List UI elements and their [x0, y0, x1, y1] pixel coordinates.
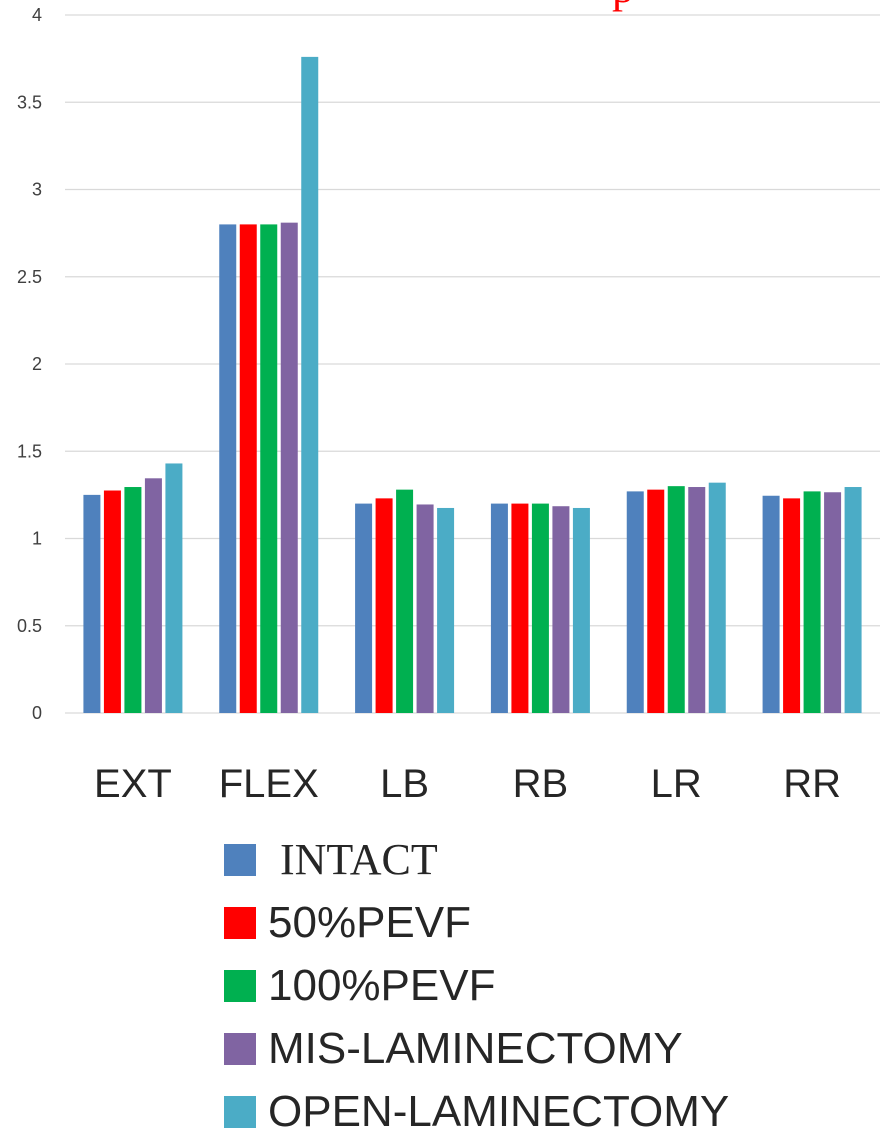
legend-label: 50%PEVF [268, 898, 471, 947]
bar [824, 492, 842, 713]
bar [803, 491, 821, 713]
legend-swatch [224, 1096, 256, 1128]
y-tick-label: 2 [32, 354, 42, 374]
bar [490, 503, 508, 713]
x-category-label: RR [783, 762, 841, 806]
bar [301, 56, 319, 713]
bar [396, 489, 414, 713]
y-tick-label: 2.5 [17, 267, 42, 287]
bar [626, 491, 644, 713]
bar [83, 494, 101, 713]
legend-swatch [224, 1033, 256, 1065]
bar [239, 224, 257, 713]
bar [103, 490, 121, 713]
bar [260, 224, 278, 713]
bar [219, 224, 237, 713]
bar [416, 504, 434, 713]
bars [83, 56, 862, 713]
x-axis-categories: EXT FLEX LB RB LR RR [94, 762, 841, 806]
y-tick-label: 1.5 [17, 441, 42, 461]
y-tick-label: 1 [32, 529, 42, 549]
x-category-label: FLEX [219, 762, 319, 806]
x-category-label: LR [651, 762, 702, 806]
legend-swatch [224, 970, 256, 1002]
bar [511, 503, 529, 713]
bar [647, 489, 665, 713]
bar [531, 503, 549, 713]
bar [552, 506, 570, 713]
bar [165, 463, 183, 713]
legend-swatch [224, 844, 256, 876]
bar [124, 487, 142, 713]
title-fragment: p [612, 0, 634, 12]
gridlines [65, 14, 880, 714]
legend-label: INTACT [280, 835, 438, 884]
bar [667, 486, 685, 713]
legend-label: MIS-LAMINECTOMY [268, 1024, 683, 1073]
bar [688, 487, 706, 713]
bar [708, 482, 726, 713]
legend: INTACT 50%PEVF 100%PEVF MIS-LAMINECTOMY OPEN… [224, 835, 729, 1131]
legend-label: 100%PEVF [268, 961, 495, 1010]
y-tick-label: 3 [32, 180, 42, 200]
y-tick-label: 4 [32, 5, 42, 25]
bar [783, 498, 801, 713]
bar [844, 487, 862, 713]
x-category-label: EXT [94, 762, 172, 806]
y-tick-label: 0.5 [17, 616, 42, 636]
bar [437, 507, 455, 713]
legend-label: OPEN-LAMINECTOMY [268, 1087, 729, 1131]
y-axis-ticks: 0 0.5 1 1.5 2 2.5 3 3.5 4 [17, 5, 42, 723]
y-tick-label: 0 [32, 703, 42, 723]
bar [762, 495, 780, 713]
y-tick-label: 3.5 [17, 92, 42, 112]
x-category-label: LB [380, 762, 429, 806]
bar [375, 498, 393, 713]
bar [144, 478, 162, 713]
bar [572, 507, 590, 713]
bar [280, 222, 298, 713]
x-category-label: RB [513, 762, 569, 806]
bar [355, 503, 373, 713]
legend-swatch [224, 907, 256, 939]
